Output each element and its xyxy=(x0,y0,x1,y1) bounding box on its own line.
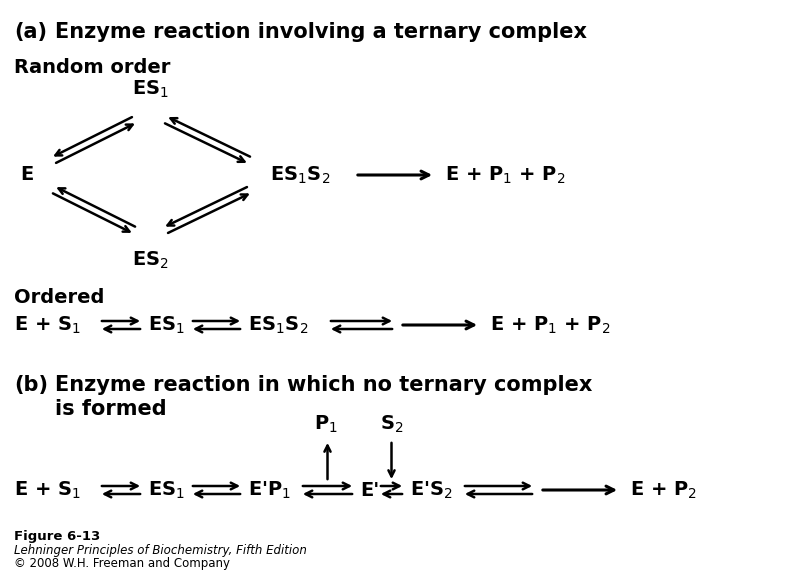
Text: ES$_1$: ES$_1$ xyxy=(131,79,169,100)
Text: ES$_1$S$_2$: ES$_1$S$_2$ xyxy=(270,164,330,186)
Text: E + P$_1$ + P$_2$: E + P$_1$ + P$_2$ xyxy=(490,315,610,336)
Text: ES$_2$: ES$_2$ xyxy=(131,250,169,271)
Text: E': E' xyxy=(360,481,379,500)
Text: ES$_1$: ES$_1$ xyxy=(148,480,185,501)
Text: is formed: is formed xyxy=(55,399,166,419)
Text: E'P$_1$: E'P$_1$ xyxy=(248,480,291,501)
Text: ES$_1$: ES$_1$ xyxy=(148,315,185,336)
Text: Enzyme reaction involving a ternary complex: Enzyme reaction involving a ternary comp… xyxy=(55,22,587,42)
Text: Ordered: Ordered xyxy=(14,288,104,307)
Text: (a): (a) xyxy=(14,22,47,42)
Text: ES$_1$S$_2$: ES$_1$S$_2$ xyxy=(248,315,308,336)
Text: Lehninger Principles of Biochemistry, Fifth Edition: Lehninger Principles of Biochemistry, Fi… xyxy=(14,544,307,557)
Text: E + S$_1$: E + S$_1$ xyxy=(14,315,81,336)
Text: Figure 6-13: Figure 6-13 xyxy=(14,530,100,543)
Text: P$_1$: P$_1$ xyxy=(314,413,338,435)
Text: E + P$_1$ + P$_2$: E + P$_1$ + P$_2$ xyxy=(445,164,566,186)
Text: Random order: Random order xyxy=(14,58,170,77)
Text: Enzyme reaction in which no ternary complex: Enzyme reaction in which no ternary comp… xyxy=(55,375,592,395)
Text: E'S$_2$: E'S$_2$ xyxy=(410,480,453,501)
Text: E + P$_2$: E + P$_2$ xyxy=(630,480,697,501)
Text: (b): (b) xyxy=(14,375,48,395)
Text: S$_2$: S$_2$ xyxy=(380,413,403,435)
Text: E + S$_1$: E + S$_1$ xyxy=(14,480,81,501)
Text: E: E xyxy=(20,166,33,185)
Text: © 2008 W.H. Freeman and Company: © 2008 W.H. Freeman and Company xyxy=(14,557,230,570)
